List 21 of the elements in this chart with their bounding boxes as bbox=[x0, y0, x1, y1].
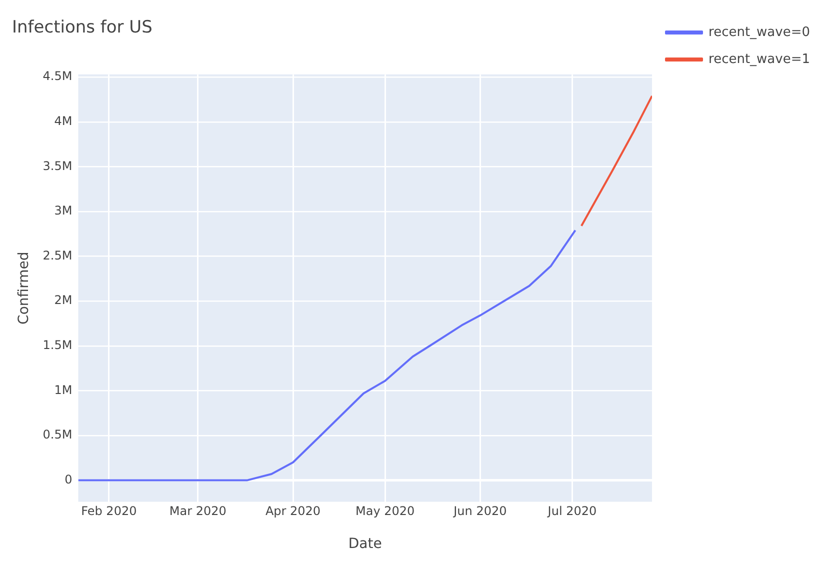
x-tick-label: Jun 2020 bbox=[452, 504, 507, 518]
y-tick-label: 1M bbox=[54, 382, 72, 397]
x-tick-label: Mar 2020 bbox=[169, 504, 226, 518]
y-tick-label: 1.5M bbox=[42, 338, 72, 352]
x-axis-title: Date bbox=[348, 536, 382, 552]
legend-label: recent_wave=1 bbox=[708, 52, 810, 67]
y-tick-label: 3.5M bbox=[42, 158, 72, 173]
x-tick-label: May 2020 bbox=[355, 504, 415, 518]
legend-label: recent_wave=0 bbox=[708, 24, 810, 40]
x-tick-label: Jul 2020 bbox=[546, 504, 597, 518]
y-tick-label: 2.5M bbox=[42, 248, 72, 262]
y-tick-label: 0.5M bbox=[42, 428, 72, 442]
y-axis-title: Confirmed bbox=[16, 252, 32, 324]
y-tick-label: 4.5M bbox=[42, 69, 72, 84]
chart-title: Infections for US bbox=[12, 18, 152, 38]
x-tick-label: Apr 2020 bbox=[265, 504, 321, 518]
y-tick-label: 3M bbox=[54, 204, 72, 218]
y-tick-label: 2M bbox=[54, 293, 72, 308]
y-tick-label: 0 bbox=[64, 472, 72, 486]
y-tick-label: 4M bbox=[54, 114, 72, 128]
x-tick-label: Feb 2020 bbox=[81, 504, 137, 518]
